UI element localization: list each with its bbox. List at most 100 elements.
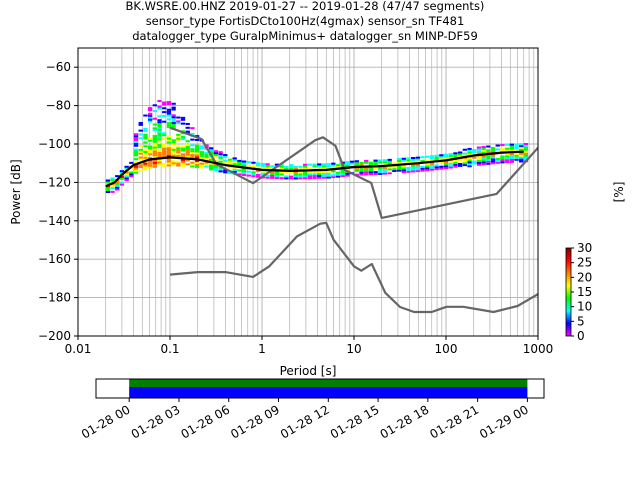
heatmap-cell [227,160,233,163]
heatmap-cell [378,169,383,172]
heatmap-cell [523,150,529,153]
heatmap-cell [199,162,204,165]
heatmap-cell [199,151,204,154]
heatmap-cell [171,125,176,128]
heatmap-cell [429,162,435,165]
y-tick-label: −140 [38,214,71,228]
heatmap-cell [223,169,228,172]
heatmap-cell [171,152,176,155]
heatmap-cell [481,147,486,150]
heatmap-cell [162,103,167,106]
coverage-tick-label: 01-28 18 [378,402,432,441]
heatmap-cell [467,165,472,168]
heatmap-cell [241,162,247,165]
heatmap-cell [265,174,270,177]
heatmap-cell [124,165,129,168]
heatmap-cell [415,170,421,173]
heatmap-cell [392,166,397,169]
heatmap-cell [415,158,421,161]
heatmap-cell [180,155,186,158]
heatmap-cell [166,145,172,148]
heatmap-cell [162,155,167,158]
heatmap-cell [162,145,167,148]
heatmap-cell [157,124,162,127]
heatmap-cell [420,165,425,168]
heatmap-cell [382,166,388,169]
heatmap-cell [467,163,472,166]
colorbar-tick-label: 20 [577,270,592,284]
heatmap-cell [194,135,200,138]
heatmap-cell [246,161,251,164]
heatmap-cell [406,159,411,162]
heatmap-cell [331,176,336,179]
heatmap-cell [180,145,186,148]
heatmap-cell [270,176,275,179]
heatmap-cell [185,140,190,143]
heatmap-cell [326,174,331,177]
heatmap-cell [270,173,275,176]
heatmap-cell [105,181,111,184]
colorbar-tick-label: 25 [577,256,592,270]
heatmap-cell [481,159,486,162]
heatmap-cell [213,159,219,162]
heatmap-cell [429,166,435,169]
x-axis-label: Period [s] [280,364,337,378]
heatmap-cell [317,165,322,168]
heatmap-cell [143,158,148,161]
heatmap-cell [204,165,209,168]
heatmap-cell [368,169,374,172]
heatmap-cell [326,172,331,175]
heatmap-cell [129,161,134,164]
series-line-1 [169,126,538,219]
heatmap-cell [335,164,341,167]
y-tick-label: −100 [38,137,71,151]
heatmap-cell [152,123,157,126]
heatmap-cell [443,163,449,166]
heatmap-cell [378,172,383,175]
heatmap-cell [237,173,242,176]
heatmap-cell [256,170,261,173]
heatmap-cell [298,175,303,178]
heatmap-cell [147,145,153,148]
heatmap-cell [115,184,120,187]
heatmap-cell [519,158,524,161]
heatmap-cell [523,154,529,157]
heatmap-cell [504,159,510,162]
heatmap-cell [138,121,143,124]
heatmap-cell [439,156,444,159]
heatmap-cell [364,171,369,174]
heatmap-cell [490,160,496,163]
heatmap-cell [378,161,383,164]
heatmap-cell [157,149,162,152]
heatmap-cell [411,164,416,167]
title-line-1: BK.WSRE.00.HNZ 2019-01-27 -- 2019-01-28 … [126,0,485,13]
heatmap-cell [481,149,486,152]
heatmap-cell [434,154,439,157]
x-tick-label: 0.1 [160,342,179,356]
heatmap-cell [171,116,176,119]
heatmap-cell [270,174,275,177]
heatmap-cell [368,163,374,166]
heatmap-cell [241,168,247,171]
heatmap-cell [176,162,181,165]
heatmap-cell [138,164,143,167]
heatmap-cell [326,170,331,173]
heatmap-cell [176,151,181,154]
heatmap-cell [110,185,115,188]
colorbar-gradient [565,247,572,337]
heatmap-cell [514,143,519,146]
heatmap-cell [199,154,204,157]
heatmap-cell [349,160,355,163]
heatmap-cell [364,159,369,162]
heatmap-cell [157,100,162,103]
heatmap-cell [246,174,251,177]
heatmap-cell [265,163,270,166]
heatmap-cell [331,166,336,169]
heatmap-cell [368,167,374,170]
heatmap-cell [274,177,280,180]
heatmap-cell [293,177,298,180]
heatmap-cell [115,182,120,185]
heatmap-cell [194,152,200,155]
heatmap-cell [472,150,477,153]
heatmap-cell [180,149,186,152]
